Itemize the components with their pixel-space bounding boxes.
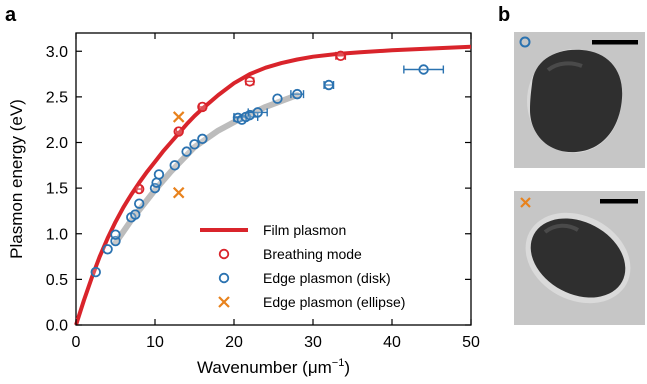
legend-label-disk: Edge plasmon (disk) [263, 270, 391, 286]
y-tick-label: 0.0 [46, 318, 68, 335]
y-tick-label: 2.0 [46, 135, 68, 152]
panel-label-b: b [498, 4, 510, 26]
film-plasmon-line [74, 44, 472, 326]
ellipse-particle [530, 218, 626, 298]
legend-marker-breathing [218, 248, 230, 260]
point-disk [197, 133, 208, 145]
film-plasmon-layer [74, 44, 472, 326]
point-breathing [173, 126, 184, 137]
x-tick-label: 30 [304, 334, 322, 351]
legend: Film plasmon Breathing mode Edge plasmon… [200, 222, 405, 310]
x-tick-label: 50 [462, 334, 480, 351]
fit-curve-layer [112, 92, 301, 246]
point-disk [151, 177, 162, 188]
x-tick-label: 20 [225, 334, 243, 351]
y-tick-label: 1.5 [46, 181, 68, 198]
point-breathing [244, 76, 256, 87]
disk-marker-icon [519, 36, 531, 48]
point-disk [189, 139, 200, 150]
point-disk [153, 169, 165, 180]
tem-image-disk [514, 32, 645, 168]
point-disk [292, 88, 303, 100]
point-disk [252, 107, 263, 118]
point-breathing [197, 101, 208, 113]
points-layer [90, 50, 445, 278]
legend-marker-disk [218, 272, 230, 284]
axes-frame [75, 32, 472, 326]
tem-image-ellipse [514, 191, 645, 325]
point-breathing [335, 50, 346, 62]
point-disk [272, 93, 283, 104]
y-tick-label: 2.5 [46, 89, 68, 106]
y-axis-label: Plasmon energy (eV) [7, 99, 26, 259]
ellipse-marker-icon [520, 197, 531, 208]
x-tick-label: 0 [72, 334, 81, 351]
legend-label-breathing: Breathing mode [263, 246, 362, 262]
disk-particle [530, 49, 623, 153]
scale-bar [600, 199, 638, 204]
x-axis-label: Wavenumber (μm−1) [197, 357, 350, 377]
scale-bar [592, 40, 638, 45]
legend-marker-ellipse [218, 296, 230, 308]
point-disk [133, 198, 145, 209]
panel-label-a: a [5, 4, 17, 26]
point-ellipse [172, 111, 185, 123]
x-tick-label: 10 [146, 334, 164, 351]
point-breathing [133, 183, 145, 195]
y-tick-label: 3.0 [46, 44, 68, 61]
plot-area: 0 10 20 30 40 50 0.0 0.5 1.0 1.5 2.0 2.5 3.0 [46, 32, 480, 351]
point-disk [130, 209, 141, 220]
point-disk [102, 244, 113, 255]
point-disk [169, 160, 180, 171]
legend-label-ellipse: Edge plasmon (ellipse) [263, 294, 405, 310]
fit-curve-disk [112, 92, 301, 246]
y-tick-label: 0.5 [46, 272, 68, 289]
particle-texture [546, 61, 583, 72]
x-tick-label: 40 [383, 334, 401, 351]
point-disk [323, 79, 335, 91]
ticks-layer: 0 10 20 30 40 50 0.0 0.5 1.0 1.5 2.0 2.5 3.0 [46, 33, 480, 351]
point-disk [110, 229, 121, 240]
legend-label-film: Film plasmon [263, 222, 346, 238]
particle-texture [543, 223, 580, 234]
y-tick-label: 1.0 [46, 226, 68, 243]
point-disk [90, 266, 101, 278]
point-disk [181, 146, 192, 157]
point-ellipse [172, 186, 185, 199]
point-disk [418, 64, 429, 75]
